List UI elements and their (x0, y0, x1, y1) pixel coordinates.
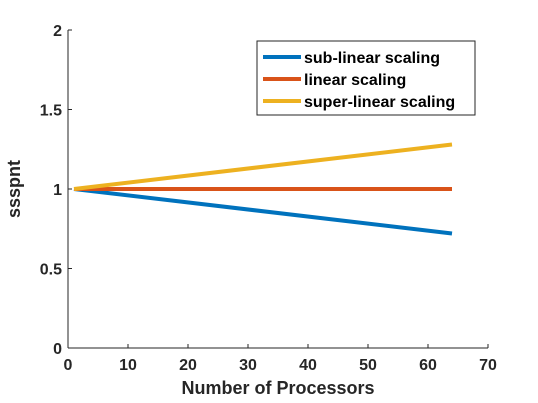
x-tick-label: 20 (179, 357, 197, 374)
series-line-2 (73, 142, 453, 191)
y-tick-label: 0 (53, 341, 62, 358)
y-tick-label: 2 (53, 23, 62, 40)
axes-layer (67, 29, 489, 349)
y-tick-label: 0.5 (40, 262, 62, 279)
legend: sub-linear scaling linear scaling super-li… (256, 40, 476, 116)
legend-entry-2: super-linear scaling (304, 94, 455, 111)
x-tick-label: 30 (239, 357, 257, 374)
y-tick-label: 1 (53, 182, 62, 199)
y-tick-label: 1.5 (40, 103, 62, 120)
x-tick-label: 0 (64, 357, 73, 374)
series-layer (73, 142, 453, 236)
legend-entry-0: sub-linear scaling (304, 50, 440, 67)
x-tick-label: 60 (419, 357, 437, 374)
x-axis-label: Number of Processors (181, 378, 374, 398)
series-line-0 (73, 187, 453, 236)
x-tick-label: 40 (299, 357, 317, 374)
x-tick-label: 70 (479, 357, 497, 374)
x-tick-label: 10 (119, 357, 137, 374)
y-axis-label: ssspnt (4, 160, 24, 218)
legend-entry-1: linear scaling (304, 72, 406, 89)
x-tick-label: 50 (359, 357, 377, 374)
tick-layer: 0 10 20 30 40 50 60 70 0 0.5 1 1.5 2 (40, 23, 497, 374)
